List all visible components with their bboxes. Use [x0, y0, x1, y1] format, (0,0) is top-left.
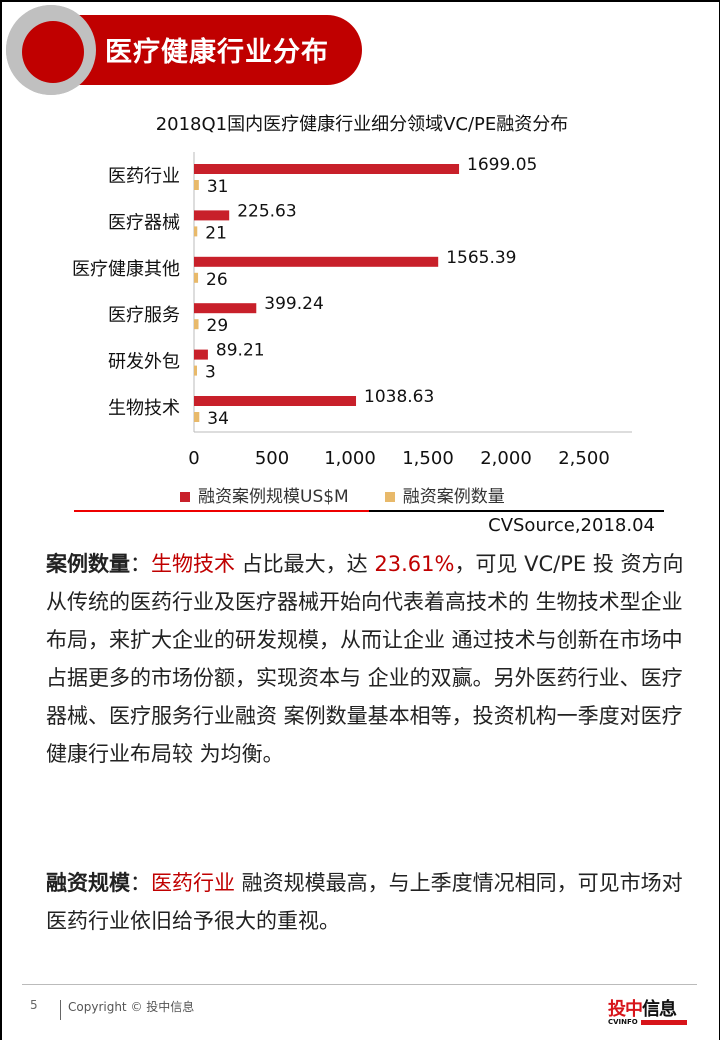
x-tick-label: 0 [188, 448, 199, 469]
data-label: 29 [207, 316, 229, 336]
x-tick-label: 500 [255, 448, 289, 469]
data-label: 89.21 [216, 341, 265, 361]
category-label: 医疗器械 [108, 212, 180, 233]
copyright: Copyright © 投中信息 [68, 1000, 195, 1014]
bar-scale [194, 303, 257, 314]
logo-text: 信息 [642, 999, 677, 1020]
bar-scale [194, 349, 208, 360]
legend-item-count: 融资案例数量 [384, 482, 505, 507]
page-title: 医疗健康行业分布 [105, 37, 329, 68]
para-label: 案例数量 [46, 552, 130, 576]
x-tick-label: 1,500 [402, 448, 454, 469]
category-label: 生物技术 [108, 398, 180, 419]
bar-count [194, 226, 198, 237]
footer-separator [60, 1000, 61, 1020]
logo-sub-text: CVINFO [608, 1018, 638, 1026]
category-label: 医疗服务 [108, 305, 180, 326]
bar-scale [194, 210, 230, 221]
bar-chart: 医药行业 1699.05 31 医疗器械 225.63 21 医疗健康其他 1565.39 26… [72, 152, 632, 469]
data-label: 1699.05 [467, 155, 537, 175]
highlight: 医药行业 [151, 871, 235, 895]
chart-legend: 融资案例规模US$M 融资案例数量 [180, 482, 505, 507]
page-number: 5 [30, 998, 38, 1012]
header-dot-icon [22, 21, 84, 83]
category-label: 研发外包 [108, 352, 180, 373]
bar-count [194, 180, 199, 190]
legend-label: 融资案例数量 [402, 487, 505, 507]
header-ring-icon [6, 5, 96, 95]
highlight: 23.61% [374, 552, 455, 576]
logo-text: 投中 [608, 999, 643, 1020]
data-label: 1038.63 [364, 387, 434, 407]
data-label: 399.24 [264, 294, 323, 314]
data-label: 26 [206, 270, 228, 290]
bar-count [194, 319, 199, 330]
text: 融资规模最高，与上季度情况相同，可见市场对医药行业依旧给予很大的重视。 [46, 871, 683, 933]
data-label: 31 [207, 177, 229, 197]
bar-count [194, 412, 200, 422]
text: ，可见 VC/PE 投 资方向从传统的医药行业及医疗器械开始向代表着高技术的 生… [46, 552, 684, 766]
category-label: 医疗健康其他 [72, 259, 180, 280]
divider [74, 510, 664, 512]
para-label: 融资规模 [46, 871, 130, 895]
logo: 投中信息 [608, 995, 677, 1021]
source-note: CVSource,2018.04 [488, 515, 655, 536]
highlight: 生物技术 [151, 552, 235, 576]
category-label: 医药行业 [108, 166, 180, 187]
colon: ： [130, 871, 151, 895]
legend-label: 融资案例规模US$M [198, 487, 349, 507]
x-tick-label: 2,500 [558, 448, 610, 469]
data-label: 225.63 [237, 201, 296, 221]
logo-sub: CVINFO [608, 1018, 687, 1026]
x-tick-label: 2,000 [480, 448, 532, 469]
footer-divider [22, 984, 697, 985]
x-tick-label: 1,000 [324, 448, 376, 469]
data-label: 34 [207, 409, 229, 429]
bar-count [194, 365, 197, 376]
data-label: 3 [205, 363, 216, 383]
data-label: 21 [205, 223, 227, 243]
bar-scale [194, 396, 357, 406]
legend-item-scale: 融资案例规模US$M [180, 482, 349, 507]
chart-title: 2018Q1国内医疗健康行业细分领域VC/PE融资分布 [155, 114, 569, 135]
bar-scale [194, 256, 439, 267]
bar-scale [194, 164, 460, 174]
data-label: 1565.39 [446, 248, 516, 268]
text: 占比最大，达 [235, 552, 375, 576]
paragraph-case-count: 案例数量：生物技术 占比最大，达 23.61%，可见 VC/PE 投 资方向从传… [46, 545, 686, 773]
colon: ： [130, 552, 151, 576]
paragraph-financing-scale: 融资规模：医药行业 融资规模最高，与上季度情况相同，可见市场对医药行业依旧给予很… [46, 864, 686, 940]
bar-count [194, 272, 199, 283]
